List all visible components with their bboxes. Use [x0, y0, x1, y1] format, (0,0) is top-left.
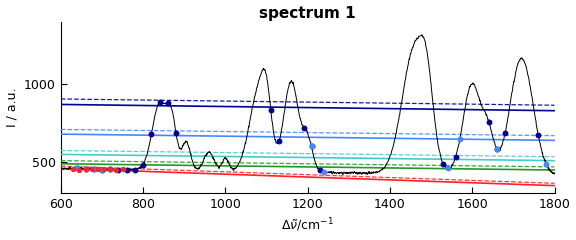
Point: [97, 168, 107, 172]
Point: [492, 147, 502, 151]
Point: [492, 147, 502, 151]
Point: [75, 168, 84, 172]
Point: [307, 144, 316, 148]
Point: [541, 162, 551, 166]
Point: [112, 168, 121, 172]
Point: [455, 137, 464, 141]
Point: [439, 162, 448, 166]
Point: [105, 168, 115, 171]
Point: [89, 167, 98, 170]
Point: [105, 168, 115, 171]
Point: [443, 166, 452, 170]
Point: [81, 167, 90, 171]
Point: [81, 167, 90, 171]
Point: [533, 132, 543, 136]
Title: spectrum 1: spectrum 1: [259, 6, 356, 21]
Point: [320, 170, 329, 174]
Point: [274, 139, 283, 143]
Point: [316, 168, 325, 172]
Point: [118, 168, 127, 171]
Point: [114, 168, 123, 172]
Point: [81, 167, 90, 171]
Point: [69, 167, 78, 171]
Point: [93, 167, 103, 171]
Point: [501, 131, 510, 135]
Point: [147, 132, 156, 136]
Point: [451, 155, 460, 159]
Point: [299, 126, 308, 130]
Point: [87, 167, 96, 171]
Point: [122, 168, 131, 172]
Point: [73, 166, 82, 170]
Point: [138, 163, 147, 167]
Y-axis label: I / a.u.: I / a.u.: [6, 88, 18, 127]
Point: [155, 101, 164, 104]
Point: [97, 168, 107, 172]
X-axis label: $\Delta\tilde{\nu}$/cm$^{-1}$: $\Delta\tilde{\nu}$/cm$^{-1}$: [281, 217, 334, 234]
Point: [105, 168, 115, 171]
Point: [130, 168, 139, 172]
Point: [73, 166, 82, 170]
Point: [484, 120, 493, 124]
Point: [307, 144, 316, 148]
Point: [100, 168, 109, 171]
Point: [163, 101, 172, 105]
Point: [89, 167, 98, 170]
Point: [266, 108, 275, 112]
Point: [172, 132, 181, 135]
